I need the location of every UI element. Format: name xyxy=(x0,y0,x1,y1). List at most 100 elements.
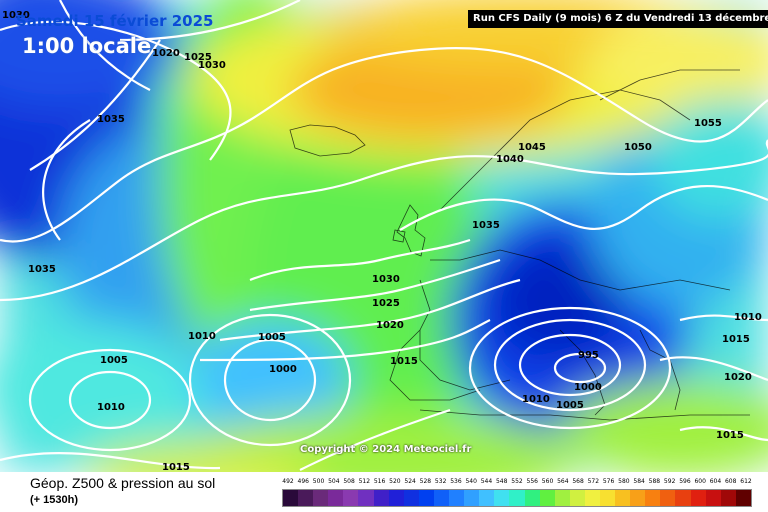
legend-swatch xyxy=(388,490,404,506)
legend-label: 556 xyxy=(526,478,538,485)
legend-label: 608 xyxy=(724,478,737,485)
isobar-label: 1005 xyxy=(100,355,128,366)
legend-label: 492 xyxy=(282,478,294,485)
legend-label: 596 xyxy=(679,478,691,485)
legend-label: 584 xyxy=(633,478,645,485)
isobar-label: 1030 xyxy=(372,274,400,285)
legend-label: 592 xyxy=(663,478,676,485)
legend-swatch xyxy=(720,490,736,506)
legend-swatch xyxy=(418,490,434,506)
legend-label: 552 xyxy=(511,478,523,485)
legend-label: 568 xyxy=(572,478,584,485)
isobars xyxy=(0,0,768,470)
legend-labels: 492 496 500 504 508 512 516 520 524 528 532 536 540 5… xyxy=(282,478,752,488)
isobar-label: 1010 xyxy=(188,331,216,342)
legend-label: 576 xyxy=(602,478,615,485)
legend-swatch xyxy=(509,490,525,506)
legend-swatch xyxy=(615,490,631,506)
legend-swatch xyxy=(373,490,389,506)
legend-label: 536 xyxy=(450,478,462,485)
legend-label: 540 xyxy=(465,478,477,485)
isobar-label: 1015 xyxy=(716,430,744,441)
isobar-label: 1015 xyxy=(162,462,190,472)
legend-swatch xyxy=(524,490,540,506)
legend-label: 580 xyxy=(618,478,630,485)
forecast-date-title: Samedi 15 février 2025 xyxy=(16,12,214,30)
legend-swatch xyxy=(464,490,480,506)
legend-swatch xyxy=(283,490,299,506)
coastlines xyxy=(289,69,750,421)
legend-label: 504 xyxy=(328,478,340,485)
legend-swatch xyxy=(705,490,721,506)
isobar-label: 1000 xyxy=(269,364,297,375)
legend-swatch xyxy=(313,490,329,506)
legend-swatch xyxy=(449,490,465,506)
legend-label: 612 xyxy=(740,478,752,485)
isobar-label: 1010 xyxy=(522,394,550,405)
model-run-banner: Run CFS Daily (9 mois) 6 Z du Vendredi 1… xyxy=(468,10,768,28)
isobar-label: 995 xyxy=(578,350,599,361)
isobar-label: 1030 xyxy=(198,60,226,71)
legend-label: 544 xyxy=(480,478,493,485)
legend-swatch xyxy=(343,490,359,506)
legend-label: 532 xyxy=(434,478,447,485)
map-variable-title: Géop. Z500 & pression au sol xyxy=(30,475,216,491)
isobar-label: 1040 xyxy=(496,154,524,165)
isobar-labels: 1030 1020 1025 1030 1035 1035 1045 1040 … xyxy=(2,10,762,472)
isobar-label: 1025 xyxy=(372,298,400,309)
legend-label: 604 xyxy=(709,478,722,485)
isobar-label: 1005 xyxy=(258,332,286,343)
isobar-label: 1020 xyxy=(724,372,752,383)
isobar-label: 1035 xyxy=(97,114,125,125)
color-legend xyxy=(282,489,752,507)
legend-label: 512 xyxy=(358,478,371,485)
legend-label: 528 xyxy=(419,478,432,485)
legend-swatch xyxy=(539,490,555,506)
isobar-label: 1050 xyxy=(624,142,652,153)
isobar-label: 1035 xyxy=(472,220,500,231)
legend-label: 564 xyxy=(557,478,569,485)
legend-swatch xyxy=(328,490,344,506)
weather-map: 1030 1020 1025 1030 1035 1035 1045 1040 … xyxy=(0,0,768,472)
isobar-label: 1030 xyxy=(2,10,30,21)
legend-swatch xyxy=(735,490,751,506)
legend-swatch xyxy=(630,490,646,506)
legend-label: 524 xyxy=(404,478,416,485)
legend-label: 496 xyxy=(297,478,309,485)
forecast-lead-time: (+ 1530h) xyxy=(30,494,78,506)
legend-label: 572 xyxy=(587,478,600,485)
legend-swatch xyxy=(433,490,450,506)
legend-swatch xyxy=(494,490,510,506)
isobar-label: 1010 xyxy=(97,402,125,413)
legend-swatch xyxy=(584,490,600,506)
legend-label: 600 xyxy=(694,478,706,485)
legend-label: 516 xyxy=(373,478,386,485)
legend-swatch xyxy=(358,490,374,506)
isobar-label: 1005 xyxy=(556,400,584,411)
isobar-label: 1055 xyxy=(694,118,722,129)
copyright-notice: Copyright © 2024 Meteociel.fr xyxy=(300,444,472,455)
legend-swatch xyxy=(298,490,314,506)
isobar-label: 1045 xyxy=(518,142,546,153)
legend-swatch xyxy=(690,490,706,506)
legend-label: 508 xyxy=(343,478,355,485)
legend-label: 588 xyxy=(648,478,661,485)
legend-label: 560 xyxy=(541,478,554,485)
legend-swatch xyxy=(675,490,691,506)
legend-swatch xyxy=(554,490,570,506)
legend-swatch xyxy=(403,490,419,506)
legend-swatch xyxy=(599,490,616,506)
isobar-label: 1035 xyxy=(28,264,56,275)
isobar-label: 1000 xyxy=(574,382,602,393)
legend-swatch xyxy=(645,490,661,506)
isobar-label: 1025 xyxy=(184,52,212,63)
legend-label: 500 xyxy=(312,478,325,485)
isobar-label: 1020 xyxy=(376,320,404,331)
legend-swatch xyxy=(479,490,495,506)
legend-swatch xyxy=(660,490,676,506)
legend-label: 548 xyxy=(495,478,508,485)
isobar-label: 1020 xyxy=(152,48,180,59)
isobar-label: 1010 xyxy=(734,312,762,323)
local-time-label: 1:00 locale xyxy=(22,34,152,58)
legend-swatch xyxy=(569,490,585,506)
